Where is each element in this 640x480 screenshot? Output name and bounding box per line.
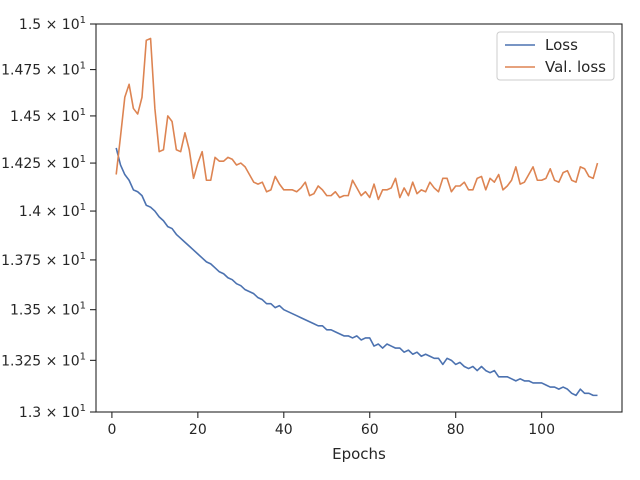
plot-area: [115, 37, 599, 397]
y-tick-label: 1.3 × 101: [19, 403, 86, 421]
x-tick-label: 100: [528, 422, 555, 438]
y-tick-label: 1.475 × 101: [1, 61, 86, 79]
x-tick-label: 80: [447, 422, 465, 438]
y-tick-label: 1.35 × 101: [10, 301, 86, 319]
y-tick-label: 1.425 × 101: [1, 154, 86, 172]
legend-label: Val. loss: [545, 58, 606, 76]
x-axis-title: Epochs: [332, 445, 386, 463]
series-line-0: [115, 147, 598, 397]
y-tick-label: 1.45 × 101: [10, 107, 86, 125]
y-tick-label: 1.325 × 101: [1, 351, 86, 369]
y-tick-label: 1.4 × 101: [19, 202, 86, 220]
x-tick-label: 60: [361, 422, 379, 438]
axes: 0 20 40 60 80 100 1.3 × 101 1.325 × 101 1.35 × 1…: [1, 15, 623, 438]
x-tick-label: 0: [107, 422, 116, 438]
y-tick-label: 1.5 × 101: [19, 15, 86, 33]
legend: Loss Val. loss: [496, 31, 615, 81]
axes-frame: [95, 23, 623, 413]
legend-box: [496, 31, 615, 81]
y-tick-label: 1.375 × 101: [1, 251, 86, 269]
legend-label: Loss: [545, 36, 578, 54]
x-tick-label: 20: [189, 422, 207, 438]
series-line-1: [115, 37, 599, 201]
x-tick-label: 40: [275, 422, 293, 438]
